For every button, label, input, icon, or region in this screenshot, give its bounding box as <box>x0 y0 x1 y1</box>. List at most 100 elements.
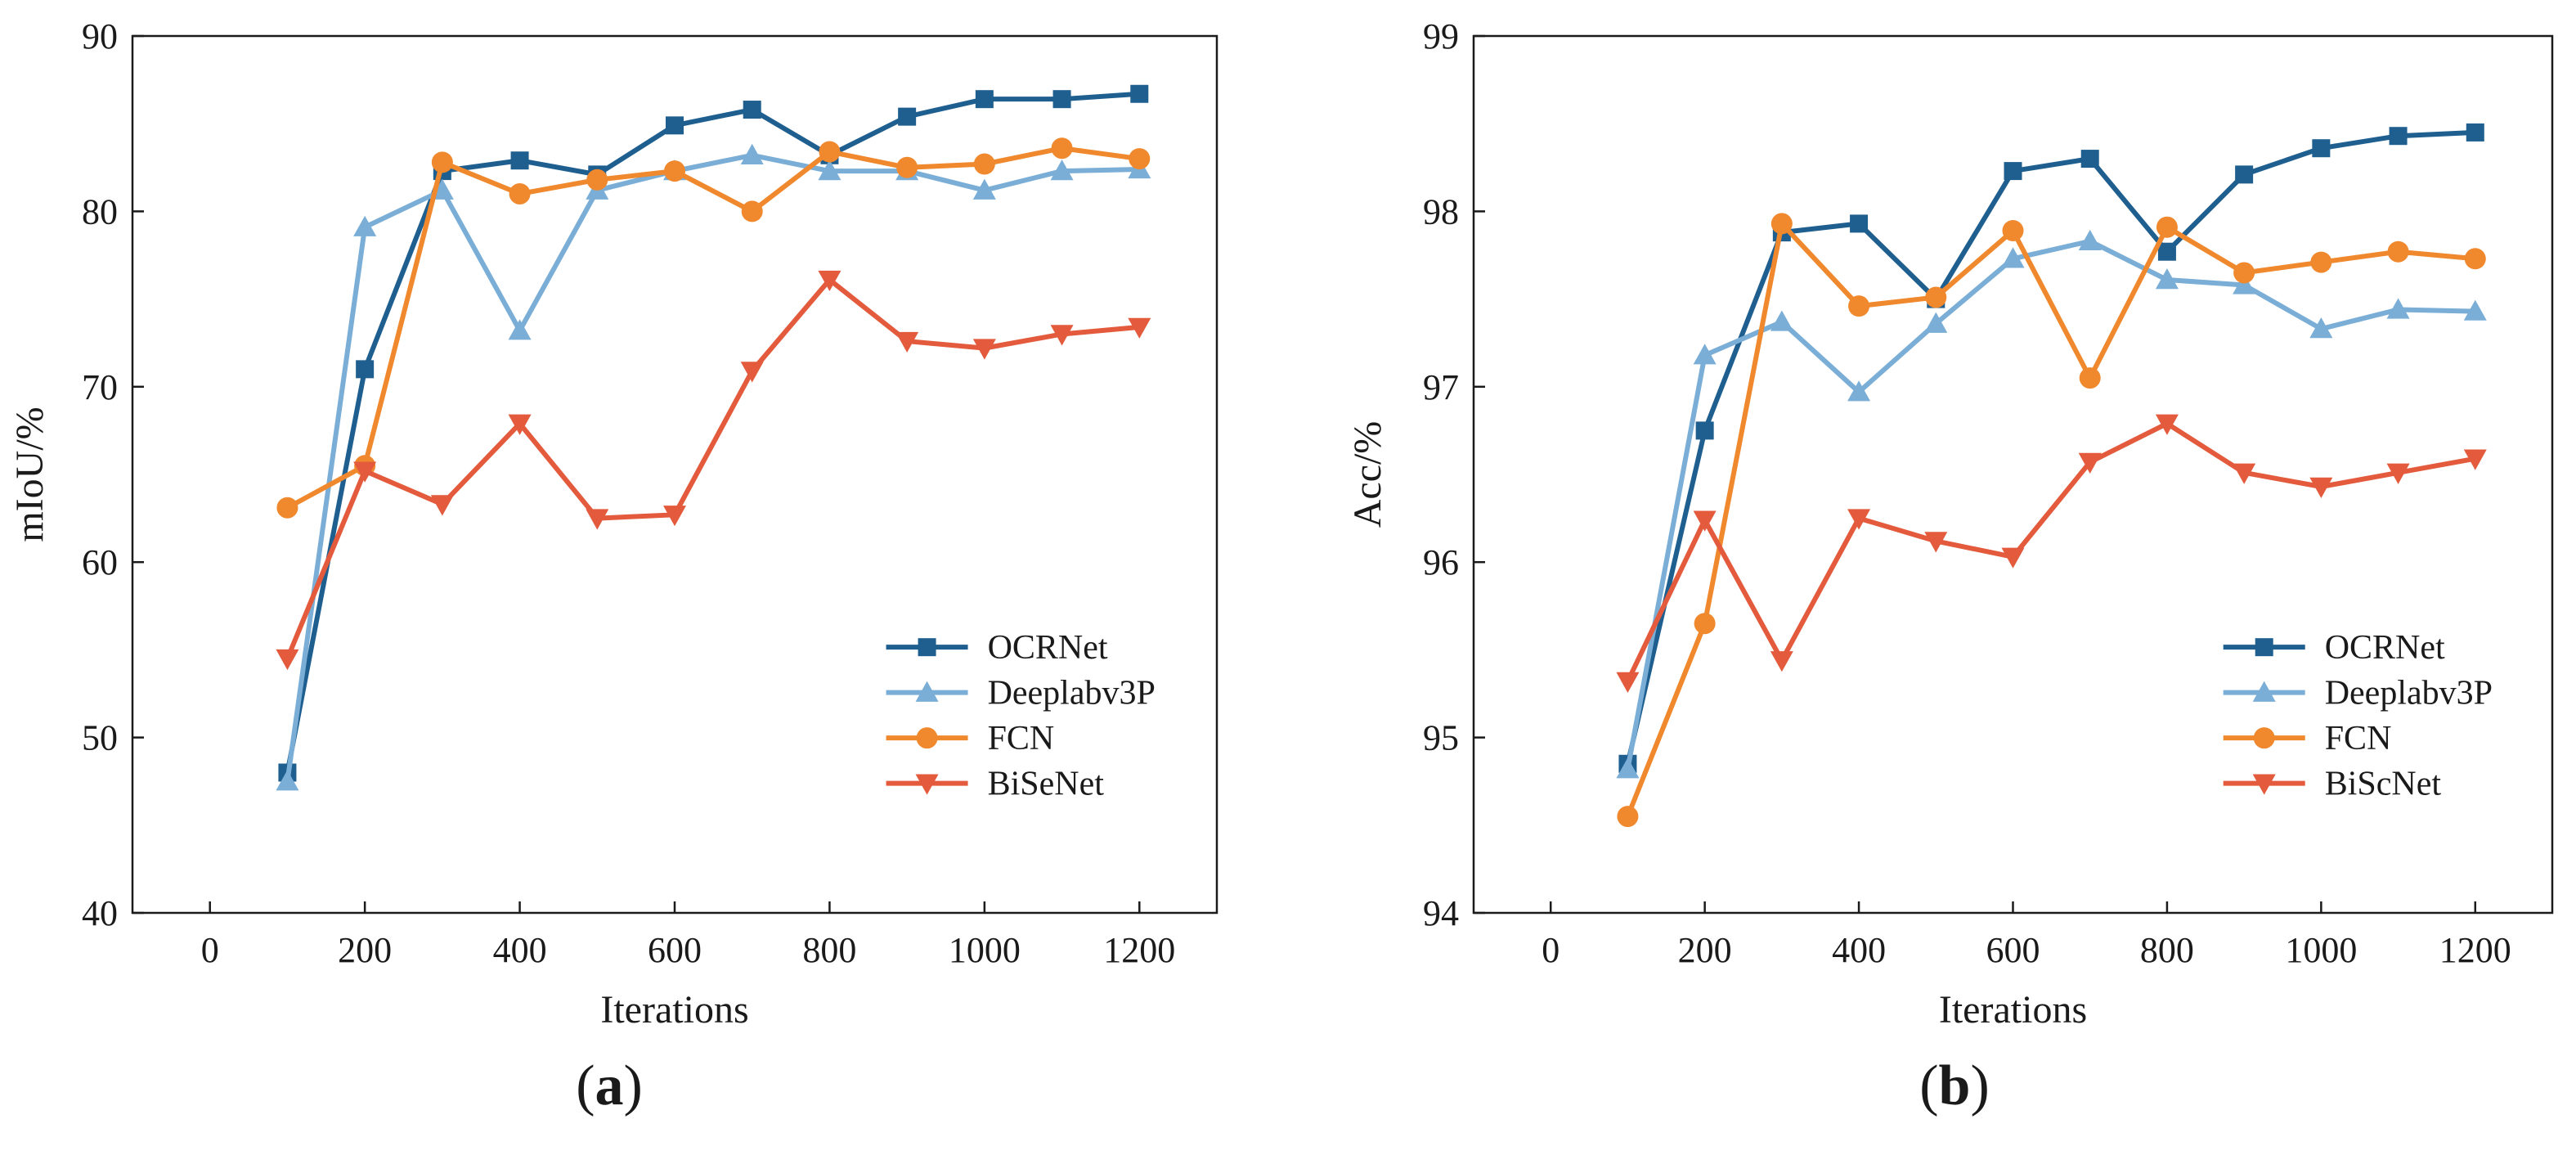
x-tick-label: 400 <box>493 930 547 970</box>
panel-label: (a) <box>576 1054 643 1117</box>
legend-item: Deeplabv3P <box>2223 675 2493 712</box>
legend-label: OCRNet <box>2325 629 2445 667</box>
data-point-biscnet <box>1924 532 1948 553</box>
data-point-fcn <box>431 151 453 173</box>
data-point-biscnet <box>2078 452 2102 474</box>
data-point-ocrnet <box>1052 90 1071 109</box>
legend-marker <box>918 638 936 657</box>
data-point-fcn <box>2002 219 2024 241</box>
data-point-bisenet <box>276 649 299 671</box>
legend-marker <box>2255 638 2273 657</box>
legend-item: BiSeNet <box>886 766 1105 803</box>
data-point-fcn <box>2079 367 2101 389</box>
data-point-deeplabv3p <box>1050 160 1074 181</box>
series-line-fcn <box>285 146 1140 510</box>
x-tick-label: 0 <box>201 930 219 970</box>
data-point-bisenet <box>740 362 764 383</box>
data-point-fcn <box>1770 213 1793 235</box>
series-biscnet <box>1616 414 2487 693</box>
data-point-deeplabv3p <box>353 215 377 236</box>
x-axis-title: Iterations <box>600 988 748 1031</box>
legend: OCRNet Deeplabv3P FCN BiScNet <box>2223 629 2493 803</box>
series-line-biscnet <box>1625 420 2476 683</box>
legend-label: Deeplabv3P <box>988 675 1156 712</box>
data-point-ocrnet <box>666 116 684 135</box>
legend-label: BiSeNet <box>988 766 1105 803</box>
data-point-ocrnet <box>1130 84 1149 103</box>
data-point-deeplabv3p <box>1847 380 1871 402</box>
data-point-bisenet <box>353 461 377 483</box>
series-line-bisenet <box>285 277 1140 660</box>
x-tick-label: 1000 <box>949 930 1021 970</box>
panel-label: (b) <box>1919 1054 1990 1117</box>
legend-item: OCRNet <box>886 629 1108 667</box>
x-tick-label: 800 <box>2140 930 2194 970</box>
legend-item: Deeplabv3P <box>886 675 1156 712</box>
x-tick-label: 600 <box>648 930 702 970</box>
data-point-ocrnet <box>2157 242 2176 261</box>
y-tick-label: 80 <box>82 191 118 231</box>
data-point-deeplabv3p <box>2078 229 2102 251</box>
y-tick-label: 96 <box>1423 542 1459 582</box>
data-point-bisenet <box>508 414 532 435</box>
y-tick-label: 99 <box>1423 16 1459 56</box>
y-tick-label: 95 <box>1423 718 1459 758</box>
data-point-biscnet <box>1616 672 1640 693</box>
series-fcn <box>1617 213 2486 828</box>
y-axis-title: Acc/% <box>1346 421 1389 528</box>
x-tick-label: 1000 <box>2285 930 2357 970</box>
panel-label-open: ( <box>1919 1054 1938 1117</box>
x-tick-label: 600 <box>1986 930 2040 970</box>
data-point-bisenet <box>663 506 686 527</box>
legend-label: BiScNet <box>2325 766 2442 803</box>
data-point-bisenet <box>1050 325 1074 346</box>
data-point-deeplabv3p <box>2463 299 2487 321</box>
y-tick-label: 97 <box>1423 367 1459 407</box>
y-tick-label: 70 <box>82 367 118 407</box>
data-point-fcn <box>1617 806 1639 828</box>
data-point-fcn <box>973 153 995 175</box>
legend-marker <box>2252 681 2276 702</box>
legend-label: FCN <box>2325 720 2392 757</box>
data-point-deeplabv3p <box>1770 310 1793 331</box>
data-point-fcn <box>586 169 608 191</box>
legend-label: Deeplabv3P <box>2325 675 2493 712</box>
data-point-ocrnet <box>975 90 994 109</box>
data-point-bisenet <box>430 495 454 516</box>
legend-item: BiScNet <box>2223 766 2442 803</box>
panel-label-close: ) <box>1970 1054 1989 1117</box>
legend-marker <box>2252 774 2276 795</box>
data-point-bisenet <box>972 339 996 360</box>
panel-label-open: ( <box>576 1054 595 1117</box>
data-point-fcn <box>509 182 531 204</box>
data-point-fcn <box>2387 240 2409 263</box>
y-tick-label: 98 <box>1423 191 1459 231</box>
x-tick-label: 200 <box>338 930 392 970</box>
data-point-fcn <box>1129 148 1151 170</box>
data-point-biscnet <box>2233 463 2256 484</box>
data-point-biscnet <box>1693 510 1717 532</box>
series-deeplabv3p <box>1616 229 2487 779</box>
data-point-biscnet <box>1847 509 1871 530</box>
series-line-ocrnet <box>1625 129 2475 765</box>
y-tick-label: 40 <box>82 893 118 933</box>
data-point-deeplabv3p <box>276 770 299 791</box>
legend-marker <box>915 774 939 795</box>
y-axis-title: mIoU/% <box>8 407 52 542</box>
data-point-deeplabv3p <box>1924 312 1948 333</box>
legend-marker <box>2253 727 2275 749</box>
x-tick-label: 0 <box>1542 930 1560 970</box>
legend-label: OCRNet <box>988 629 1108 667</box>
data-point-deeplabv3p <box>740 143 764 164</box>
legend: OCRNet Deeplabv3P FCN BiSeNet <box>886 629 1156 803</box>
data-point-ocrnet <box>2080 150 2099 169</box>
legend-item: FCN <box>2223 720 2392 757</box>
data-point-fcn <box>819 141 841 163</box>
data-point-biscnet <box>2463 449 2487 470</box>
legend-item: FCN <box>886 720 1054 757</box>
y-tick-label: 50 <box>82 718 118 758</box>
data-point-ocrnet <box>510 151 529 170</box>
data-point-biscnet <box>2155 414 2179 435</box>
x-axis-title: Iterations <box>1939 988 2087 1031</box>
series-line-deeplabv3p <box>1625 238 2475 770</box>
